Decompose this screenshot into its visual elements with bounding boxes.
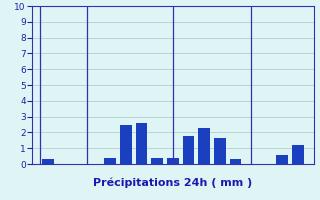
Bar <box>183 136 194 164</box>
Bar <box>136 123 148 164</box>
X-axis label: Précipitations 24h ( mm ): Précipitations 24h ( mm ) <box>93 178 252 188</box>
Bar <box>167 158 179 164</box>
Bar <box>214 138 226 164</box>
Bar <box>42 159 53 164</box>
Bar <box>229 159 241 164</box>
Bar <box>120 124 132 164</box>
Bar <box>276 155 288 164</box>
Bar <box>104 158 116 164</box>
Bar <box>292 145 304 164</box>
Bar <box>151 158 163 164</box>
Bar <box>198 128 210 164</box>
